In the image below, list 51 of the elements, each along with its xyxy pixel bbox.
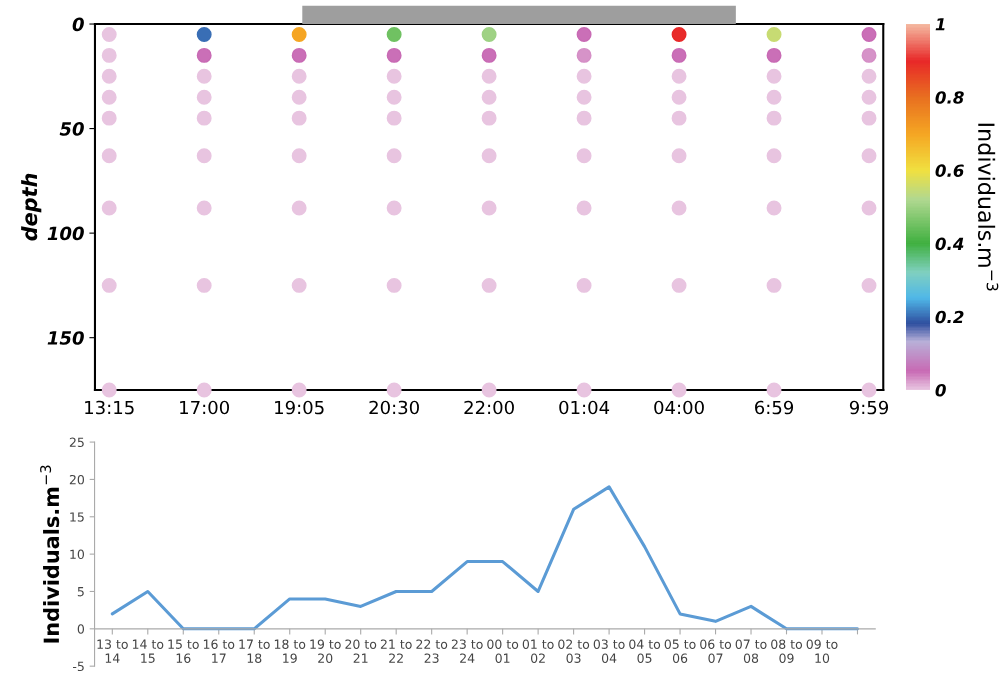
y-tick-label: 10 [70,549,85,560]
x-tick-label: 03 to 04 [593,639,625,663]
x-tick-label: 6:59 [755,400,794,415]
y-axis-title: Individuals.m$^{−3}$ [40,465,60,643]
y-tick-label: 0 [72,17,84,32]
x-tick-label: 02 to 03 [558,639,590,663]
x-tick-label: 08 to 09 [771,639,803,663]
y-tick-label: 15 [70,512,84,522]
x-tick-label: 22:00 [464,400,514,415]
color-bar-label: 0.2 [935,310,964,324]
color-bar-label: 0 [935,383,946,397]
x-tick-label: 17 to 18 [239,639,270,663]
color-bar-label: 0.4 [935,237,964,251]
x-tick-label: 06 to 07 [700,639,732,663]
y-tick-label: 25 [69,437,84,448]
y-tick-label: -5 [72,661,84,672]
x-tick-label: 16 to 17 [203,639,235,663]
color-bar-label: 0.6 [935,164,964,177]
y-tick-label: 100 [47,226,84,241]
x-tick-label: 14 to 15 [132,639,164,663]
line-series [110,485,860,631]
y-tick-label: 150 [47,331,84,345]
x-tick-label: 20 to 21 [345,639,377,663]
x-tick-label: 17:00 [180,400,230,415]
y-tick-label: 50 [59,122,84,136]
x-tick-label: 13:15 [85,400,134,415]
color-bar-label: 0.8 [935,91,964,104]
x-tick-label: 04 to 05 [629,639,661,663]
x-tick-label: 22 to 23 [416,639,448,663]
y-tick-label: 0 [77,624,85,634]
x-tick-label: 18 to 19 [274,639,306,663]
x-tick-label: 20:30 [369,400,419,415]
x-tick-label: 01 to 02 [522,639,554,663]
x-tick-label: 05 to 06 [664,639,696,663]
x-tick-label: 01:04 [559,400,610,415]
x-tick-label: 21 to 22 [380,639,412,663]
color-bar-title: Individuals.m$^{−3}$ [977,123,999,291]
x-tick-label: 9:59 [849,400,889,415]
x-tick-label: 00 to 01 [487,639,519,663]
y-tick-label: 5 [77,587,84,597]
color-bar-label: 1 [935,18,945,31]
x-tick-label: 19:05 [275,400,324,415]
x-tick-label: 23 to 24 [451,639,483,663]
x-tick-label: 04:00 [654,400,704,415]
x-tick-label: 09 to 10 [806,639,838,663]
y-tick-label: 20 [69,474,85,485]
x-tick-label: 15 to 16 [168,639,199,663]
x-tick-label: 07 to 08 [735,639,767,663]
x-tick-label: 13 to 14 [97,639,128,663]
y-axis-title: depth [21,173,42,241]
x-tick-label: 19 to 20 [310,639,341,663]
